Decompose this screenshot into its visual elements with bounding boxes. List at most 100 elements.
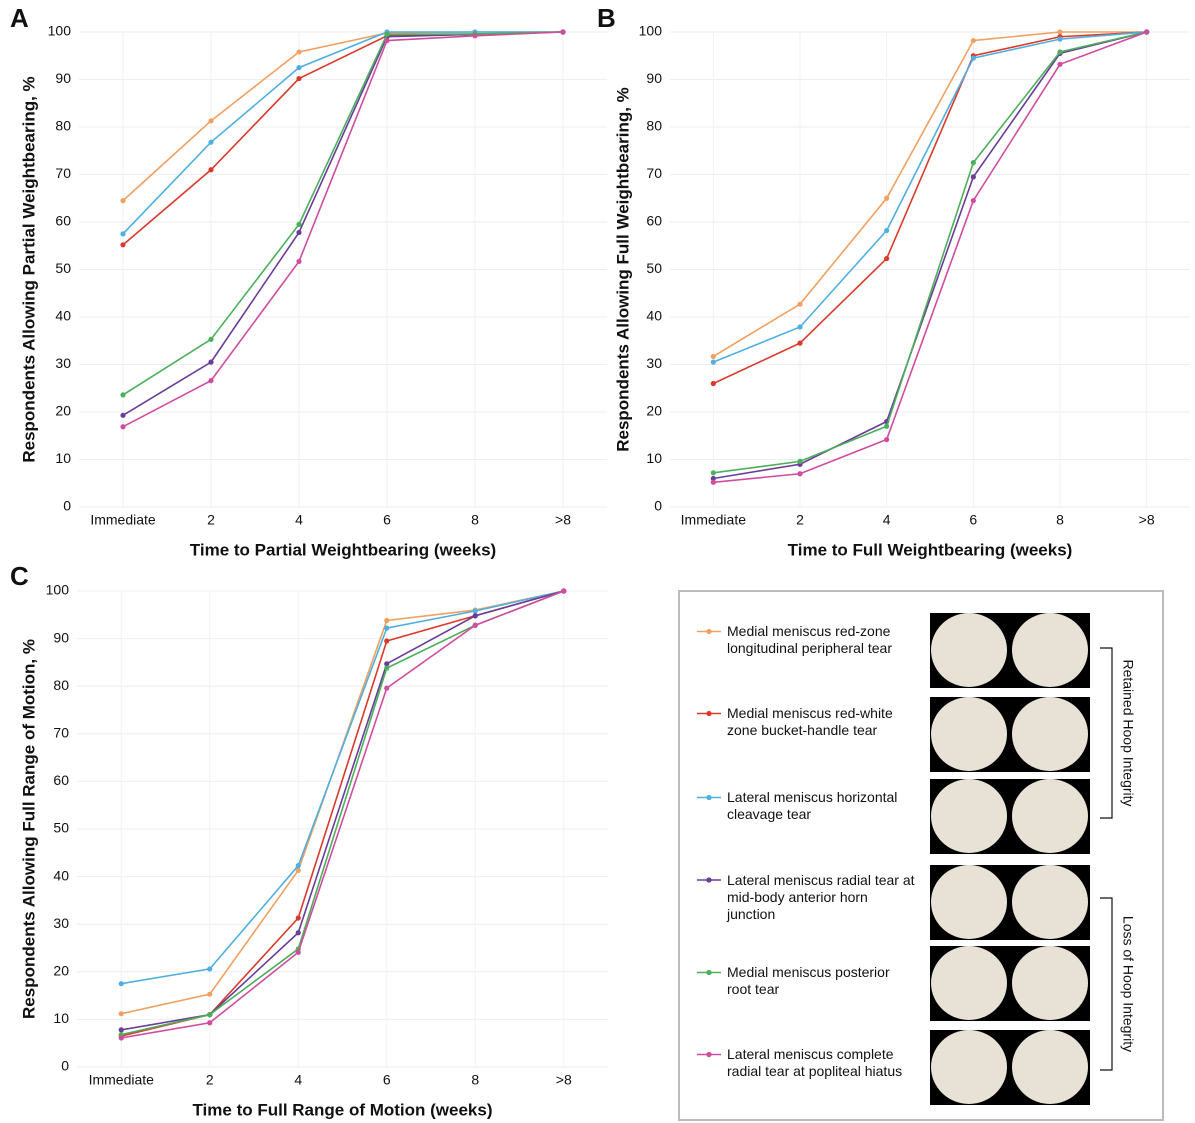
- series-line: [713, 31, 1147, 480]
- panel-label: C: [10, 561, 29, 591]
- x-tick-label: 4: [294, 1072, 302, 1088]
- data-point: [797, 471, 803, 477]
- data-point: [208, 167, 214, 173]
- legend-label: Lateral meniscus radial tear at mid-body…: [727, 871, 915, 922]
- data-point: [208, 359, 214, 365]
- data-point: [384, 37, 390, 44]
- y-tick-label: 40: [53, 867, 69, 883]
- data-point: [120, 242, 126, 248]
- series-line: [713, 31, 1147, 363]
- y-tick-label: 50: [55, 260, 71, 276]
- data-point: [120, 424, 126, 430]
- data-point: [472, 613, 478, 619]
- legend-swatch-dot: [706, 1051, 712, 1058]
- data-point: [1144, 29, 1150, 35]
- data-point: [1057, 29, 1063, 35]
- data-point: [710, 380, 716, 387]
- y-tick-label: 0: [61, 1058, 69, 1074]
- series-line: [713, 31, 1147, 484]
- data-point: [295, 863, 301, 869]
- y-tick-label: 10: [53, 1010, 69, 1026]
- x-tick-label: 2: [207, 512, 215, 528]
- x-tick-label: 2: [796, 512, 804, 528]
- y-tick-label: 30: [53, 915, 69, 931]
- y-tick-label: 70: [55, 165, 71, 181]
- y-tick-label: 20: [646, 403, 662, 419]
- data-point: [561, 588, 567, 594]
- group-bracket: [1100, 647, 1113, 1071]
- y-tick-label: 90: [55, 70, 71, 86]
- data-point: [884, 436, 890, 443]
- y-tick-label: 100: [48, 23, 72, 39]
- y-tick-label: 90: [53, 629, 69, 645]
- data-point: [120, 231, 126, 237]
- y-tick-label: 30: [646, 355, 662, 371]
- data-point: [797, 301, 803, 307]
- x-tick-label: >8: [555, 512, 571, 528]
- data-point: [797, 340, 803, 346]
- legend-swatch-dot: [706, 794, 712, 801]
- legend-group-label: Loss of Hoop Integrity: [1120, 916, 1136, 1052]
- data-point: [208, 378, 214, 384]
- x-tick-label: >8: [556, 1072, 572, 1088]
- data-point: [208, 139, 214, 145]
- series-line: [122, 31, 564, 417]
- series-line: [122, 31, 564, 428]
- x-axis-label: Time to Full Weightbearing (weeks): [788, 540, 1073, 559]
- data-point: [970, 55, 976, 61]
- series-line: [712, 31, 1147, 385]
- data-point: [295, 867, 301, 874]
- data-point: [296, 221, 302, 227]
- data-point: [472, 622, 478, 628]
- x-tick-label: Immediate: [89, 1072, 155, 1088]
- data-point: [472, 608, 478, 614]
- data-point: [797, 324, 803, 330]
- data-point: [296, 49, 302, 55]
- x-tick-label: Immediate: [90, 512, 156, 528]
- data-point: [1057, 36, 1063, 42]
- data-point: [710, 359, 716, 365]
- legend-swatch-dot: [706, 969, 712, 976]
- image-circles: [931, 613, 1088, 1104]
- series-line: [121, 590, 564, 985]
- data-point: [118, 981, 124, 987]
- y-axis-label: Respondents Allowing Partial Weightbeari…: [19, 76, 38, 462]
- y-tick-label: 30: [55, 355, 71, 371]
- series-line: [121, 590, 565, 1039]
- series-line: [122, 31, 564, 396]
- x-tick-label: 6: [383, 1072, 391, 1088]
- panel-label: B: [597, 3, 616, 33]
- x-tick-label: Immediate: [681, 512, 747, 528]
- legend-box: [678, 590, 1164, 1121]
- y-tick-label: 70: [53, 725, 69, 741]
- y-tick-label: 10: [646, 450, 662, 466]
- panel-label: A: [10, 3, 29, 33]
- data-point: [208, 336, 214, 342]
- data-point: [208, 118, 214, 124]
- series-line: [712, 31, 1147, 358]
- series-line: [122, 31, 563, 235]
- series-line: [713, 31, 1147, 474]
- data-point: [472, 33, 478, 39]
- x-tick-label: 4: [883, 512, 891, 528]
- x-tick-label: 8: [471, 1072, 479, 1088]
- data-point: [797, 458, 803, 464]
- data-point: [207, 966, 213, 972]
- legend-swatch-dot: [706, 628, 712, 635]
- legend-label: Medial meniscus red-zone longitudinal pe…: [727, 623, 892, 656]
- legend-label: Lateral meniscus horizontal cleavage tea…: [727, 789, 898, 822]
- data-point: [120, 412, 126, 418]
- data-point: [118, 1027, 124, 1033]
- legend-swatch-dot: [706, 877, 712, 883]
- y-tick-label: 60: [646, 213, 662, 229]
- legend-label: Medial meniscus red-white zone bucket-ha…: [727, 705, 893, 738]
- data-point: [207, 1020, 213, 1026]
- y-tick-label: 80: [53, 677, 69, 693]
- data-point: [295, 949, 301, 955]
- arthroscopy-images: [930, 613, 1090, 1105]
- y-tick-label: 20: [55, 403, 71, 419]
- data-point: [295, 930, 301, 936]
- series-line: [121, 590, 565, 1036]
- x-axis-label: Time to Partial Weightbearing (weeks): [190, 540, 496, 559]
